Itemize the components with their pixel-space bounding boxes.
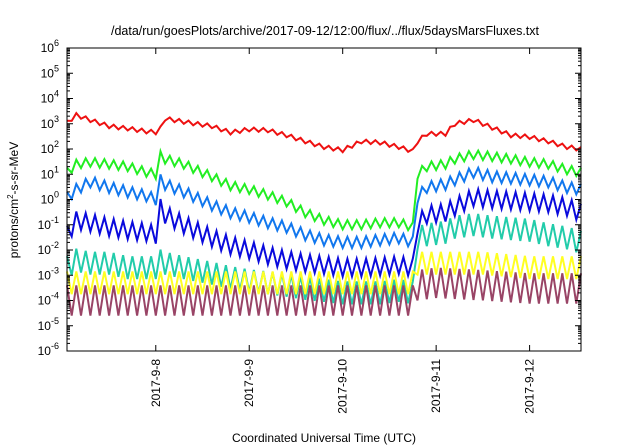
y-axis-label: protons/cm2-s-sr-MeV — [6, 142, 21, 258]
y-tick-label: 102 — [41, 139, 59, 156]
y-tick-label: 104 — [41, 89, 59, 106]
y-axis-label-sup: 2 — [6, 194, 15, 199]
x-tick-label: 2017-9-8 — [149, 359, 163, 407]
series-line — [66, 165, 582, 251]
y-tick-label: 10-3 — [38, 265, 59, 282]
series-line — [66, 213, 582, 305]
y-tick-label: 10-1 — [38, 215, 59, 232]
chart-title: /data/run/goesPlots/archive/2017-09-12/1… — [111, 24, 540, 38]
series-line — [66, 267, 582, 316]
series-line — [66, 111, 582, 154]
y-tick-label: 105 — [41, 63, 59, 80]
x-axis-label: Coordinated Universal Time (UTC) — [232, 431, 416, 445]
y-tick-label: 106 — [41, 38, 59, 55]
series-line — [66, 251, 582, 295]
x-tick-label: 2017-9-11 — [429, 359, 443, 413]
x-tick-label: 2017-9-10 — [336, 359, 350, 414]
series-line — [66, 147, 582, 233]
series-line — [66, 185, 582, 281]
y-tick-label: 10-4 — [38, 291, 59, 308]
y-axis-label-suffix: -s-sr-MeV — [7, 142, 21, 195]
y-tick-label: 10-2 — [38, 240, 59, 257]
y-tick-label: 100 — [41, 190, 59, 207]
y-axis-ticks: 10-6 10-5 10-4 10-3 10-2 10-1 100 101 102 103 104 1… — [38, 38, 581, 358]
x-tick-label: 2017-9-9 — [242, 359, 256, 407]
y-tick-label: 10-5 — [38, 316, 59, 333]
y-tick-label: 101 — [41, 164, 59, 181]
y-axis-label-prefix: protons/cm — [7, 199, 21, 258]
x-tick-label: 2017-9-12 — [523, 359, 537, 414]
plot-lines — [66, 111, 582, 316]
y-tick-label: 103 — [41, 114, 59, 131]
y-tick-label: 10-6 — [38, 341, 59, 358]
x-axis-ticks: 2017-9-8 2017-9-9 2017-9-10 2017-9-11 2017-9… — [149, 48, 537, 414]
